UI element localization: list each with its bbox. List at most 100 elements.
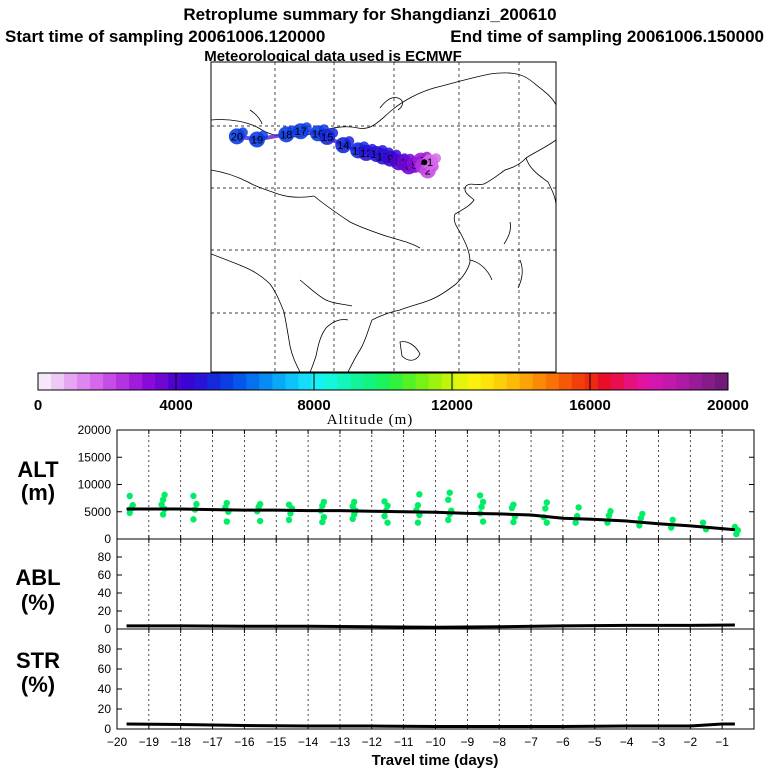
panel-title: ALT <box>17 457 59 482</box>
colorbar-cell <box>571 373 586 390</box>
y-tick-label: 60 <box>98 568 112 582</box>
station-marker <box>421 159 428 166</box>
altitude-point <box>414 519 422 526</box>
colorbar-cell <box>428 373 443 390</box>
colorbar-cell <box>116 373 130 390</box>
trajectory-cluster-label: 5 <box>411 160 417 172</box>
map-icon: 2019181716151413121110987654321 <box>210 61 557 373</box>
y-tick-label: 0 <box>104 532 111 546</box>
main-title: Retroplume summary for Shangdianzi_20061… <box>183 5 556 24</box>
x-tick-label: −8 <box>492 735 506 749</box>
x-tick-label: −20 <box>107 735 128 749</box>
x-tick-label: −18 <box>171 735 192 749</box>
panel-str: 0 20 40 60 80 STR(%) <box>16 628 755 736</box>
trajectory-cluster-label: 14 <box>337 140 349 152</box>
y-tick-label: 5000 <box>84 505 111 519</box>
trajectory-clusters: 2019181716151413121110987654321 <box>228 122 442 179</box>
altitude-point <box>478 503 485 511</box>
colorbar-cell <box>545 373 560 390</box>
colorbar-cell <box>64 373 78 390</box>
y-tick-label: 20000 <box>78 423 112 437</box>
colorbar-cell <box>285 373 299 390</box>
colorbar-cell <box>454 373 469 390</box>
colorbar-cell <box>350 373 364 390</box>
x-tick-label: −12 <box>362 735 383 749</box>
colorbar-cell <box>181 373 195 390</box>
colorbar-cell <box>298 373 312 390</box>
colorbar-cell <box>311 373 325 390</box>
colorbar-cell <box>623 373 638 390</box>
y-tick-label: 80 <box>98 642 112 656</box>
colorbar-tick-label: 12000 <box>431 397 473 414</box>
colorbar-cell <box>532 373 547 390</box>
altitude-point <box>319 518 326 526</box>
colorbar-cell <box>584 373 599 390</box>
altitude-point <box>414 502 422 509</box>
altitude-point <box>669 516 676 524</box>
altitude-point <box>542 505 549 512</box>
colorbar-cell <box>467 373 482 390</box>
altitude-point <box>446 489 453 496</box>
panel-abl: 0 20 40 60 80 ABL(%) <box>15 538 755 636</box>
x-tick-label: −6 <box>556 735 570 749</box>
y-tick-label: 20 <box>98 702 112 716</box>
colorbar-cell <box>675 373 690 390</box>
colorbar-cell <box>246 373 260 390</box>
colorbar-cell <box>363 373 377 390</box>
trajectory-cluster-spread <box>344 136 355 147</box>
altitude-point <box>158 501 165 508</box>
altitude-point <box>445 516 452 524</box>
altitude-point <box>476 492 484 499</box>
colorbar-cell <box>272 373 286 390</box>
trajectory-cluster-label: 9 <box>387 154 393 166</box>
y-tick-label: 15000 <box>78 450 112 464</box>
altitude-point <box>256 500 264 508</box>
colorbar-cell <box>480 373 495 390</box>
colorbar-cell <box>597 373 612 390</box>
panel-ylabel: (%) <box>21 672 55 697</box>
altitude-point <box>126 492 133 500</box>
x-tick-label: −2 <box>683 735 697 749</box>
x-tick-label: −5 <box>588 735 602 749</box>
colorbar-cell <box>441 373 456 390</box>
altitude-point <box>445 496 452 503</box>
colorbar-cell <box>233 373 247 390</box>
altitude-point <box>285 516 293 524</box>
trajectory-cluster-spread <box>431 153 442 164</box>
colorbar-cell <box>324 373 338 390</box>
altitude-point <box>639 510 646 518</box>
y-tick-label: 10000 <box>78 478 112 492</box>
altitude-point <box>543 499 550 506</box>
trajectory-cluster-spread <box>258 130 268 141</box>
x-tick-label: −15 <box>266 735 287 749</box>
altitude-median-line <box>126 507 736 532</box>
y-tick-label: 80 <box>98 550 112 564</box>
y-tick-label: 40 <box>98 586 112 600</box>
colorbar-cell <box>415 373 430 390</box>
colorbar-tick-label: 20000 <box>707 397 749 414</box>
x-tick-label: −4 <box>620 735 634 749</box>
trajectory-cluster-spread <box>237 127 248 138</box>
altitude-point <box>350 498 358 506</box>
y-tick-label: 40 <box>98 682 112 696</box>
altitude-point <box>190 492 197 500</box>
colorbar-cell <box>649 373 664 390</box>
altitude-point <box>223 499 230 507</box>
altitude-point <box>320 498 328 506</box>
x-tick-label: −13 <box>330 735 351 749</box>
trajectory-cluster-label: 18 <box>280 129 292 141</box>
altitude-point <box>575 504 582 511</box>
altitude-point <box>572 519 579 526</box>
colorbar-cell <box>610 373 625 390</box>
altitude-point <box>479 498 487 506</box>
y-tick-label: 20 <box>98 604 112 618</box>
colorbar-cell <box>103 373 117 390</box>
colorbar-cell <box>506 373 521 390</box>
x-tick-label: −9 <box>461 735 475 749</box>
colorbar-cell <box>77 373 91 390</box>
y-tick-label: 0 <box>104 622 111 636</box>
altitude-point <box>320 514 328 521</box>
colorbar-tick-label: 0 <box>34 397 42 414</box>
colorbar-cell <box>142 373 156 390</box>
